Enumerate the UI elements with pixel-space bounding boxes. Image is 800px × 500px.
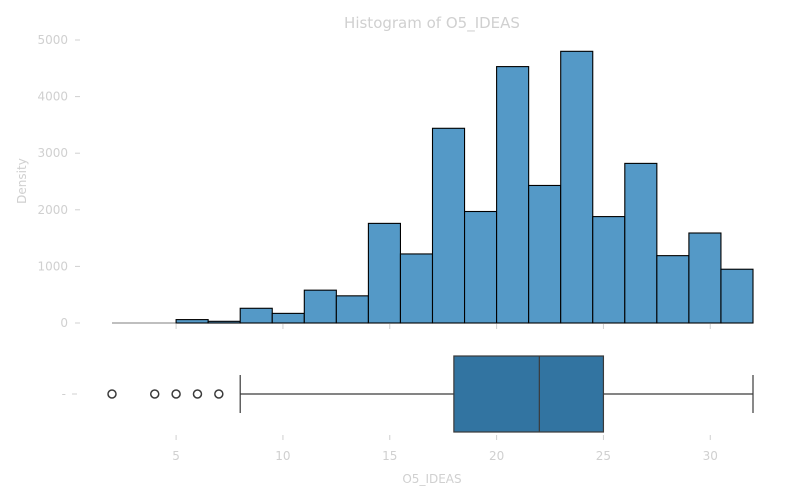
x-axis-label: O5_IDEAS (402, 472, 461, 486)
histogram-bar (688, 232, 722, 324)
histogram-bar (560, 50, 594, 324)
histogram-bar (656, 255, 690, 324)
outlier-point (192, 389, 203, 399)
outlier-point (171, 389, 181, 399)
histogram-bar (367, 222, 401, 324)
histogram-bar (335, 295, 369, 324)
histogram-bar (528, 184, 562, 324)
y-tick-label: 5000 (37, 33, 68, 47)
x-tick-label: 5 (172, 449, 180, 463)
outlier-point (107, 389, 117, 399)
box-y-tick-label: - (62, 387, 66, 401)
x-tick-label: 30 (703, 449, 718, 463)
y-tick-label: 0 (60, 316, 68, 330)
histogram-bar (592, 216, 626, 324)
outlier-point (149, 389, 160, 399)
histogram-bar (463, 210, 498, 324)
histogram-bar (271, 312, 305, 324)
histogram-bars (112, 50, 754, 324)
y-axis-label: Density (15, 158, 29, 204)
y-tick-label: 4000 (37, 90, 68, 104)
chart-title: Histogram of O5_IDEAS (344, 14, 520, 33)
histogram-bar (239, 307, 273, 324)
histogram-bar (399, 253, 434, 324)
histogram-bar (496, 66, 530, 324)
y-tick-label: 3000 (37, 146, 68, 160)
x-axis: 5 10 15 20 25 30 (172, 324, 718, 463)
box-iqr (453, 355, 605, 433)
histogram-bar (207, 320, 241, 324)
x-tick-label: 20 (489, 449, 504, 463)
y-tick-label: 1000 (37, 259, 68, 273)
histogram-bar (303, 289, 337, 324)
histogram-y-axis: 0 1000 2000 3000 4000 5000 (37, 33, 80, 330)
y-tick-label: 2000 (37, 203, 68, 217)
histogram-bar (624, 162, 658, 324)
x-tick-label: 10 (275, 449, 290, 463)
x-tick-label: 15 (382, 449, 397, 463)
x-tick-label: 25 (596, 449, 611, 463)
outlier-point (214, 389, 224, 399)
histogram-bar (175, 319, 209, 324)
histogram-bar (431, 127, 466, 324)
histogram-bar (720, 268, 754, 324)
box-plot: - (62, 355, 754, 433)
